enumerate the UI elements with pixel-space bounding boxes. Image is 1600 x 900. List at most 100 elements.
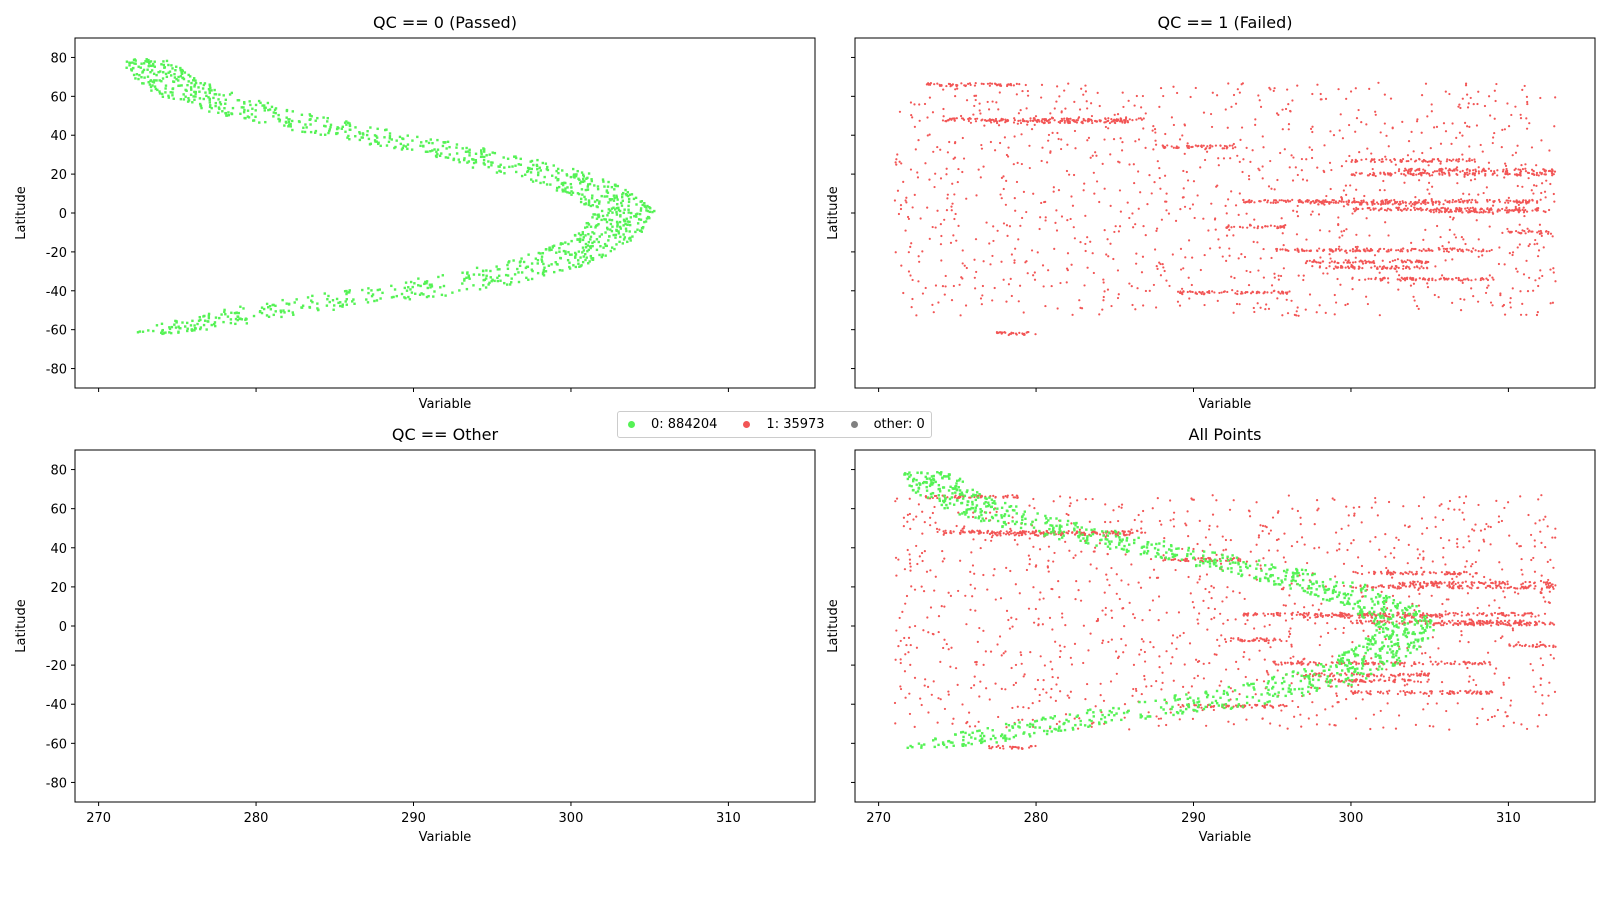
passed-point bbox=[446, 140, 450, 144]
passed-point bbox=[132, 73, 136, 77]
failed-point bbox=[1544, 515, 1547, 518]
passed-point bbox=[559, 256, 562, 260]
failed-point bbox=[1315, 714, 1318, 717]
failed-point bbox=[1352, 539, 1355, 542]
passed-point bbox=[160, 322, 164, 326]
passed-point bbox=[171, 94, 174, 97]
passed-point bbox=[635, 215, 638, 218]
failed-point bbox=[1273, 276, 1276, 279]
failed-point bbox=[1033, 123, 1036, 126]
failed-point bbox=[961, 703, 964, 706]
failed-point bbox=[1107, 127, 1110, 130]
failed-point bbox=[1082, 93, 1085, 96]
failed-point bbox=[1346, 260, 1349, 263]
failed-point bbox=[1470, 287, 1473, 290]
failed-point bbox=[895, 574, 898, 577]
passed-point bbox=[638, 212, 642, 216]
passed-point bbox=[468, 277, 471, 280]
failed-point bbox=[1154, 306, 1158, 309]
passed-point bbox=[595, 238, 599, 241]
failed-point bbox=[1138, 653, 1141, 656]
passed-point bbox=[202, 97, 205, 101]
failed-point bbox=[1433, 208, 1436, 211]
passed-point bbox=[511, 165, 514, 168]
failed-point bbox=[1358, 278, 1361, 282]
failed-point bbox=[1433, 170, 1436, 173]
failed-point bbox=[1044, 118, 1047, 122]
failed-point bbox=[1357, 267, 1360, 270]
failed-point bbox=[1517, 613, 1520, 617]
passed-point bbox=[323, 292, 326, 295]
failed-point bbox=[1078, 299, 1081, 302]
failed-point bbox=[1448, 92, 1451, 96]
passed-point bbox=[291, 119, 294, 123]
failed-point bbox=[1095, 154, 1098, 157]
failed-point bbox=[1102, 278, 1105, 281]
passed-point bbox=[406, 143, 410, 146]
failed-point bbox=[989, 263, 992, 266]
passed-point bbox=[147, 62, 151, 65]
failed-point bbox=[1187, 575, 1190, 579]
failed-point bbox=[905, 201, 908, 204]
passed-point bbox=[522, 260, 526, 264]
failed-point bbox=[1344, 184, 1348, 187]
failed-point bbox=[1450, 278, 1454, 281]
passed-point bbox=[591, 244, 594, 248]
passed-point bbox=[601, 214, 605, 218]
passed-point bbox=[416, 135, 419, 139]
passed-point bbox=[283, 124, 286, 127]
passed-point bbox=[618, 240, 621, 244]
failed-point bbox=[1311, 264, 1314, 268]
failed-point bbox=[1376, 514, 1379, 517]
passed-point bbox=[609, 228, 612, 231]
passed-point bbox=[316, 308, 320, 312]
failed-point bbox=[1536, 311, 1539, 314]
failed-point bbox=[1536, 255, 1540, 258]
failed-point bbox=[1420, 249, 1423, 253]
passed-point bbox=[403, 296, 406, 299]
failed-point bbox=[1143, 650, 1146, 654]
failed-point bbox=[950, 205, 953, 208]
passed-point bbox=[574, 234, 577, 237]
failed-point bbox=[1232, 93, 1236, 97]
passed-point bbox=[346, 136, 349, 139]
failed-point bbox=[1507, 201, 1510, 204]
passed-point bbox=[441, 144, 445, 148]
failed-point bbox=[1506, 715, 1509, 718]
failed-point bbox=[1265, 669, 1268, 673]
failed-point bbox=[1289, 627, 1292, 630]
passed-point bbox=[352, 298, 355, 301]
failed-point bbox=[1404, 266, 1408, 270]
failed-point bbox=[1224, 668, 1228, 671]
failed-point bbox=[1120, 579, 1123, 582]
failed-point bbox=[1047, 545, 1051, 548]
failed-point bbox=[1103, 722, 1106, 725]
passed-point bbox=[302, 126, 305, 129]
failed-point bbox=[1273, 87, 1276, 90]
failed-point bbox=[1065, 169, 1069, 173]
failed-point bbox=[1447, 507, 1450, 510]
failed-point bbox=[1395, 270, 1398, 273]
passed-point bbox=[222, 94, 225, 97]
failed-point bbox=[1213, 291, 1216, 294]
failed-point bbox=[1214, 217, 1217, 220]
failed-point bbox=[1309, 213, 1313, 216]
failed-point bbox=[1467, 535, 1470, 538]
failed-point bbox=[1410, 249, 1413, 252]
failed-point bbox=[1438, 168, 1441, 171]
passed-point bbox=[621, 242, 624, 245]
failed-point bbox=[1204, 147, 1208, 150]
failed-point bbox=[1099, 682, 1102, 685]
passed-point bbox=[524, 173, 527, 176]
failed-point bbox=[1516, 144, 1519, 147]
passed-point bbox=[202, 315, 205, 318]
failed-point bbox=[1014, 681, 1018, 684]
failed-point bbox=[965, 623, 968, 626]
failed-point bbox=[1084, 242, 1087, 246]
failed-point bbox=[1373, 265, 1376, 268]
passed-point bbox=[589, 204, 592, 208]
failed-point bbox=[1301, 178, 1305, 181]
failed-point bbox=[1420, 265, 1423, 268]
passed-point bbox=[465, 276, 468, 279]
failed-point bbox=[921, 250, 924, 253]
